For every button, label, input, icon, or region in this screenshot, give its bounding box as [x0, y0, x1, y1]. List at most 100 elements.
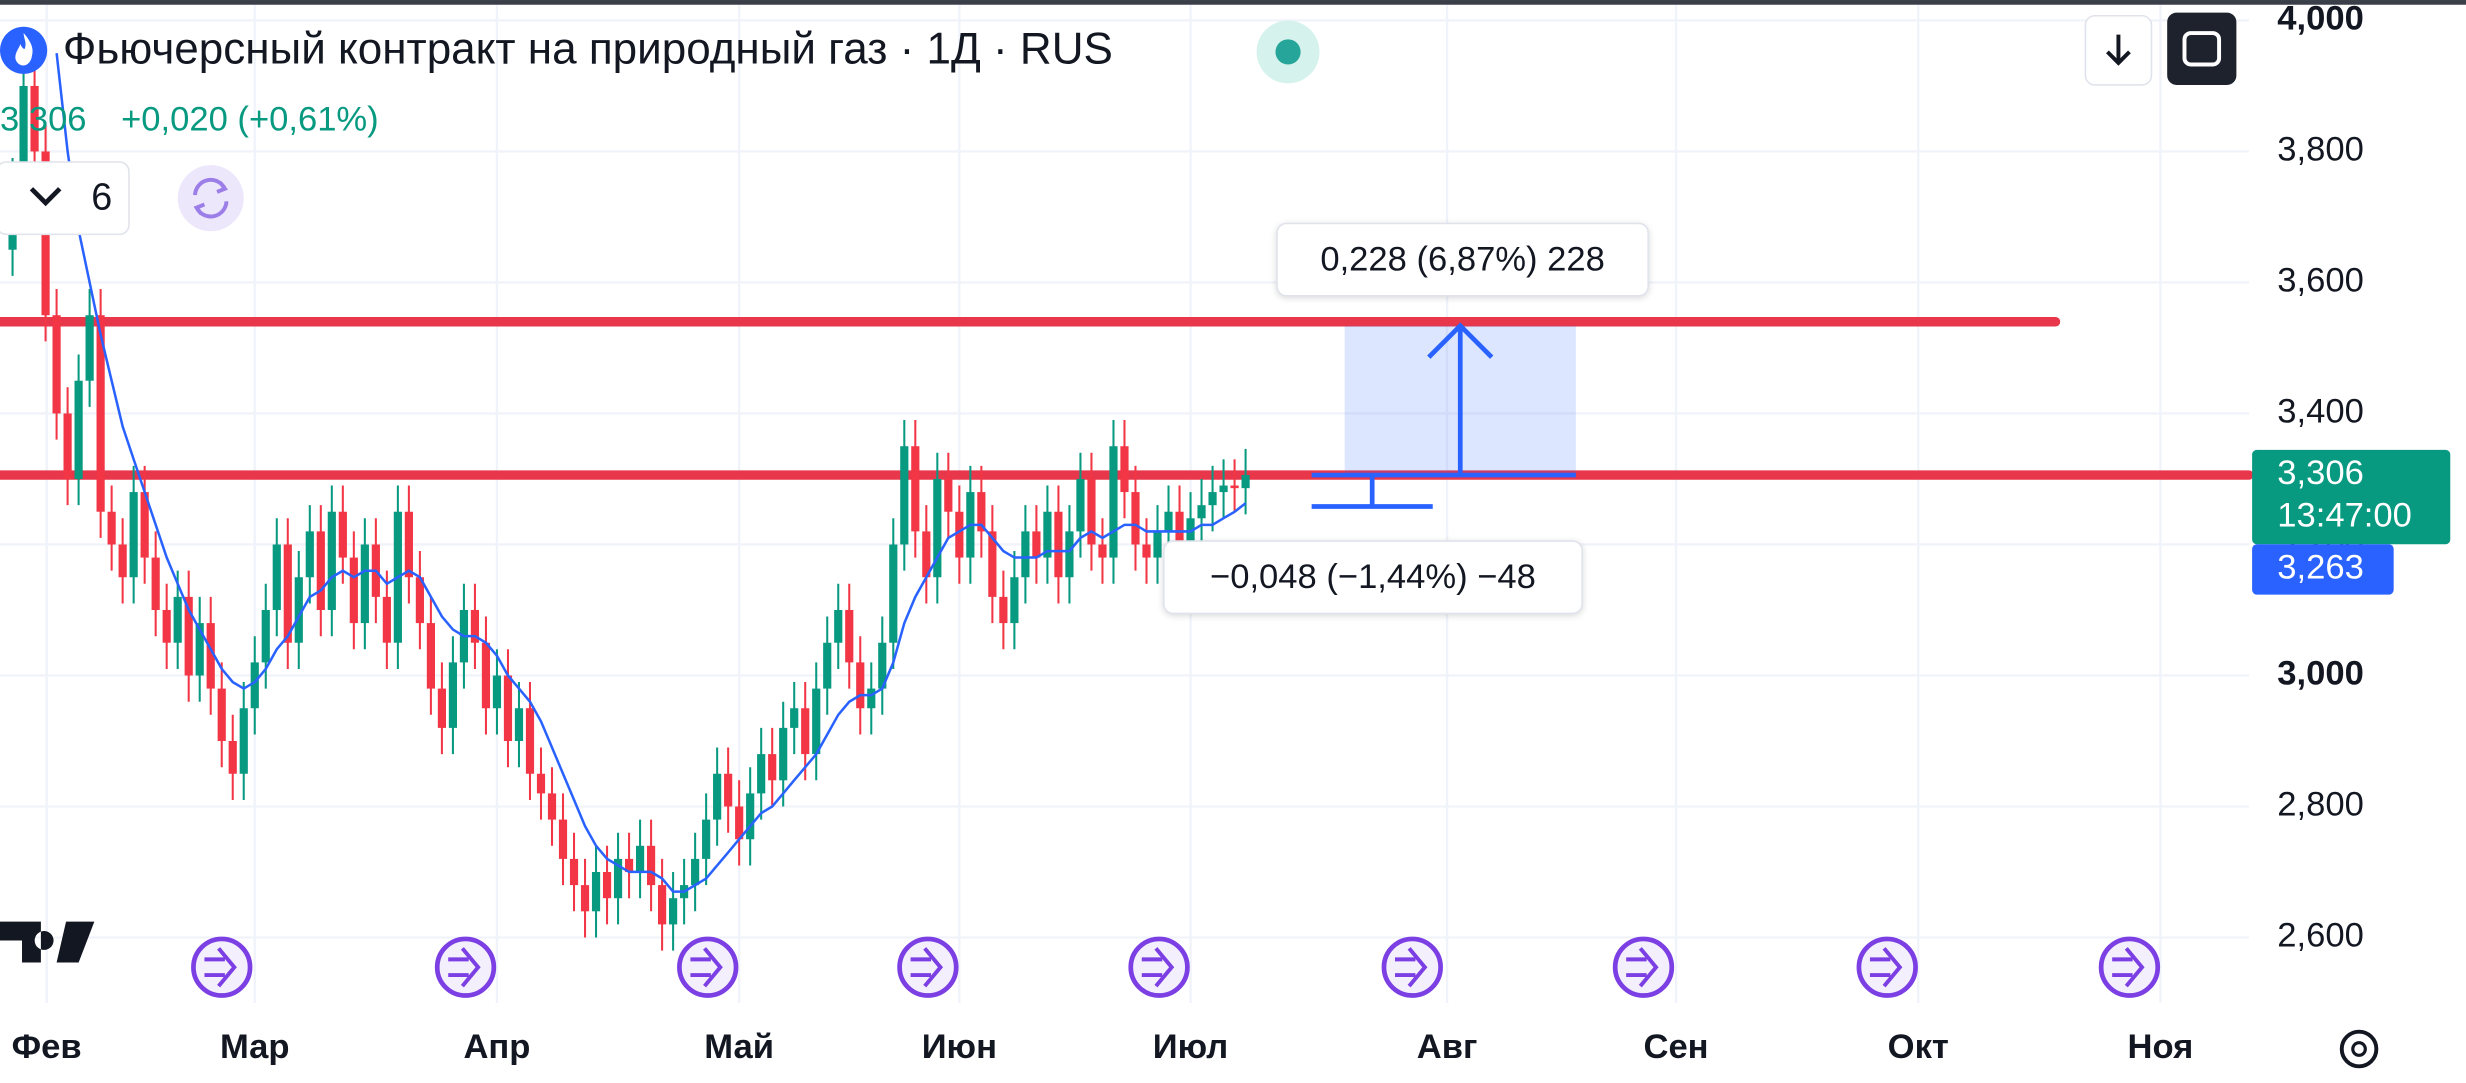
- event-marker[interactable]: [191, 936, 253, 998]
- last-price-tag-label: 3,306: [2277, 454, 2364, 492]
- target-arrow: [1427, 322, 1494, 476]
- candle-body: [481, 642, 491, 709]
- candle-body: [272, 544, 281, 610]
- candle-body: [503, 675, 513, 741]
- candle-body: [1054, 511, 1063, 578]
- candle-body: [1164, 511, 1173, 532]
- position-label-box: [1163, 540, 1583, 615]
- candle-body: [768, 754, 777, 781]
- candle-body: [129, 492, 138, 578]
- candle-body: [338, 511, 347, 558]
- candle-body: [151, 557, 160, 610]
- candle-body: [922, 531, 931, 578]
- candle-body: [613, 858, 623, 899]
- ma-price-tag: [2252, 544, 2394, 595]
- symbol-title[interactable]: Фьючерсный контракт на природный газ · 1…: [63, 25, 1113, 74]
- event-icon: [690, 947, 723, 988]
- event-marker[interactable]: [1128, 936, 1190, 998]
- event-icon: [448, 947, 481, 988]
- x-tick-label: Ноя: [2128, 1028, 2194, 1066]
- candle-body: [713, 773, 722, 820]
- candle-body: [96, 315, 105, 512]
- event-icon: [910, 947, 944, 988]
- candle-body: [195, 623, 204, 676]
- plot: [0, 53, 2254, 951]
- event-marker[interactable]: [677, 936, 739, 998]
- candle-body: [1076, 478, 1085, 532]
- event-marker[interactable]: [434, 936, 497, 998]
- candle-body: [294, 577, 303, 643]
- x-tick-label: Июн: [922, 1028, 997, 1066]
- indicators-count: 6: [91, 176, 112, 218]
- candle-body: [1241, 475, 1250, 489]
- refresh-button[interactable]: [177, 165, 244, 232]
- flame-icon: [15, 33, 33, 66]
- overlay: 0,228 (6,87%) 228 −0,048 (−1,44%) −48: [1163, 222, 1649, 615]
- event-marker[interactable]: [897, 936, 959, 998]
- candle-body: [250, 662, 259, 709]
- candle-body: [702, 819, 711, 859]
- candle-body: [140, 492, 149, 558]
- candle-body: [669, 898, 678, 925]
- candle-body: [999, 596, 1008, 624]
- candle-body: [404, 511, 413, 578]
- top-border: [0, 0, 2466, 5]
- event-marker[interactable]: [2098, 936, 2161, 998]
- event-marker[interactable]: [1856, 936, 1918, 998]
- settings-button[interactable]: [2339, 1029, 2379, 1069]
- candle-body: [801, 708, 810, 755]
- download-icon: [2106, 34, 2131, 66]
- fullscreen-button[interactable]: [2167, 12, 2237, 85]
- candle-body: [107, 511, 116, 545]
- y-tick-label: 2,800: [2277, 786, 2364, 824]
- candle-body: [1043, 511, 1052, 558]
- candle-body: [658, 885, 667, 925]
- candle-body: [757, 754, 766, 794]
- x-tick-label: Апр: [463, 1028, 530, 1066]
- candle-body: [206, 623, 215, 689]
- fullscreen-icon: [2182, 31, 2222, 67]
- candle-body: [327, 511, 336, 610]
- candle-body: [977, 492, 986, 532]
- event-marker[interactable]: [1381, 936, 1443, 998]
- candle-body: [1197, 505, 1206, 519]
- candle-body: [305, 531, 314, 578]
- chevron-icon: [29, 187, 62, 207]
- candle-body: [63, 413, 72, 479]
- candle-body: [74, 380, 83, 479]
- candle-body: [360, 544, 369, 624]
- candle-body: [790, 708, 799, 728]
- candle-body: [591, 872, 601, 912]
- x-tick-label: Май: [704, 1028, 774, 1066]
- y-tick-label: 3,800: [2277, 131, 2364, 169]
- candle-body: [569, 858, 579, 886]
- candle-body: [547, 793, 557, 820]
- candle-body: [646, 845, 656, 886]
- candle-body: [878, 642, 887, 689]
- event-icon: [1626, 947, 1659, 988]
- candle-body: [1010, 577, 1019, 624]
- indicators-toggle[interactable]: [0, 161, 130, 236]
- candle-body: [19, 85, 28, 185]
- event-icon: [2112, 947, 2145, 988]
- bar-countdown: 13:47:00: [2277, 497, 2412, 535]
- candle-body: [173, 596, 182, 643]
- candle-body: [536, 773, 546, 794]
- candle-body: [492, 675, 502, 709]
- event-icon: [1141, 947, 1175, 988]
- y-tick-label: 3,000: [2277, 655, 2364, 693]
- candle-body: [624, 858, 634, 873]
- moving-average: [55, 53, 1247, 893]
- price-change: +0,020 (+0,61%): [121, 100, 379, 138]
- candle-body: [635, 845, 645, 873]
- candle-body: [746, 793, 755, 840]
- candle-body: [1065, 531, 1074, 578]
- candle-body: [602, 872, 612, 899]
- event-marker[interactable]: [1612, 936, 1675, 998]
- candle-body: [900, 446, 909, 545]
- candle-body: [239, 708, 248, 774]
- candle-body: [911, 446, 920, 532]
- candle-body: [437, 688, 446, 728]
- candle-body: [691, 858, 700, 886]
